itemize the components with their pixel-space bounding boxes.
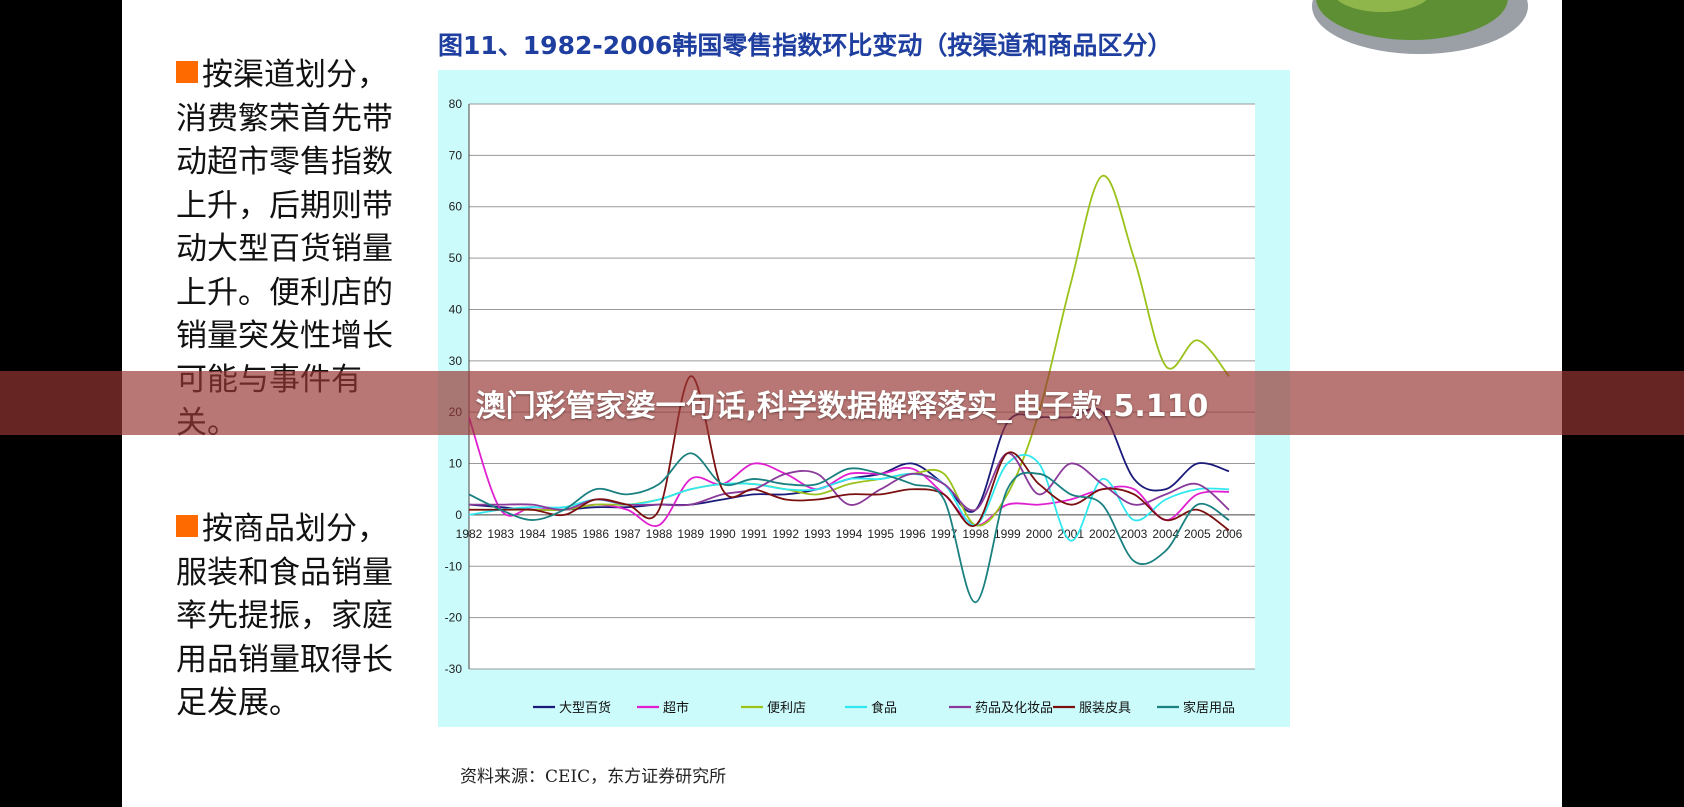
x-tick-label: 1991: [741, 527, 768, 541]
x-tick-label: 2005: [1184, 527, 1211, 541]
x-tick-label: 1995: [867, 527, 894, 541]
legend-label: 药品及化妆品: [975, 701, 1053, 716]
y-tick-label: 40: [449, 302, 463, 316]
x-tick-label: 1993: [804, 527, 831, 541]
y-tick-label: -20: [445, 611, 463, 625]
overlay-banner: 澳门彩管家婆一句话,科学数据解释落实_电子款.5.110: [0, 371, 1684, 435]
chart-title: 图11、1982-2006韩国零售指数环比变动（按渠道和商品区分）: [438, 31, 1173, 60]
x-tick-label: 1990: [709, 527, 736, 541]
x-tick-label: 1987: [614, 527, 641, 541]
x-tick-label: 2002: [1089, 527, 1116, 541]
x-tick-label: 1984: [519, 527, 546, 541]
channel-analysis-text: 按渠道划分，消费繁荣首先带动超市零售指数上升，后期则带动大型百货销量上升。便利店…: [176, 57, 393, 441]
product-analysis-text: 按商品划分，服装和食品销量率先提振，家庭用品销量取得长足发展。: [176, 511, 393, 721]
x-tick-label: 2004: [1152, 527, 1179, 541]
source-note: 资料来源：CEIC，东方证券研究所: [460, 767, 727, 787]
x-tick-label: 1986: [582, 527, 609, 541]
x-tick-label: 1985: [551, 527, 578, 541]
x-tick-label: 1982: [456, 527, 483, 541]
x-tick-label: 1989: [677, 527, 704, 541]
x-tick-label: 1983: [487, 527, 514, 541]
x-tick-label: 2006: [1216, 527, 1243, 541]
legend-label: 食品: [871, 700, 897, 716]
x-tick-label: 1988: [646, 527, 673, 541]
legend-label: 服装皮具: [1079, 701, 1131, 716]
x-tick-label: 1997: [931, 527, 958, 541]
x-tick-label: 2003: [1121, 527, 1148, 541]
y-tick-label: 30: [449, 354, 463, 368]
x-tick-label: 1998: [962, 527, 989, 541]
y-tick-label: -30: [445, 662, 463, 676]
bullet-square-icon: [176, 515, 198, 537]
bullet-square-icon: [176, 61, 198, 83]
y-tick-label: 70: [449, 148, 463, 162]
y-tick-label: 50: [449, 251, 463, 265]
y-tick-label: -10: [445, 559, 463, 573]
legend-label: 大型百货: [559, 700, 611, 716]
legend-label: 便利店: [767, 701, 806, 716]
x-tick-label: 2000: [1026, 527, 1053, 541]
x-tick-label: 1992: [772, 527, 799, 541]
legend-label: 超市: [663, 700, 689, 716]
series-line-6: [468, 452, 1230, 604]
banner-text: 澳门彩管家婆一句话,科学数据解释落实_电子款.5.110: [475, 389, 1209, 424]
series-line-5: [469, 375, 1230, 532]
y-tick-label: 80: [449, 97, 463, 111]
y-tick-label: 0: [455, 508, 462, 522]
legend-label: 家居用品: [1183, 700, 1235, 716]
y-tick-label: 60: [449, 200, 463, 214]
x-tick-label: 1999: [994, 527, 1021, 541]
x-tick-label: 1996: [899, 527, 926, 541]
logo-image: [1312, 0, 1528, 54]
y-tick-label: 10: [449, 457, 463, 471]
x-tick-label: 1994: [836, 527, 863, 541]
